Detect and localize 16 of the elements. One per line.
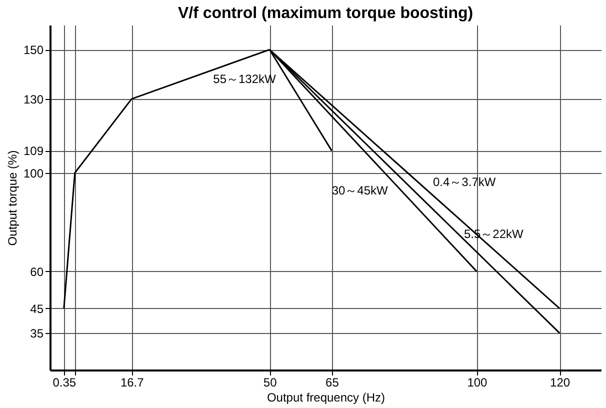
y-tick-label: 100 [23,166,44,180]
y-tick-label: 35 [30,326,44,341]
x-tick-label: 120 [550,376,570,390]
x-axis-title: Output frequency (Hz) [266,390,386,404]
y-tick-label: 150 [23,43,44,58]
y-tick-label: 130 [23,92,44,106]
y-tick-label: 45 [30,302,44,316]
chart-title: V/f control (maximum torque boosting) [178,5,474,22]
x-tick-label: 100 [467,376,488,390]
x-tick-label: 50 [263,376,278,390]
y-tick-label: 109 [23,144,44,158]
x-tick-label: 0.35 [52,376,76,390]
x-tick-label: 16.7 [120,376,144,390]
x-tick-label: 65 [326,376,340,390]
y-axis-title: Output torque (%) [5,150,20,246]
y-tick-label: 60 [30,264,44,279]
